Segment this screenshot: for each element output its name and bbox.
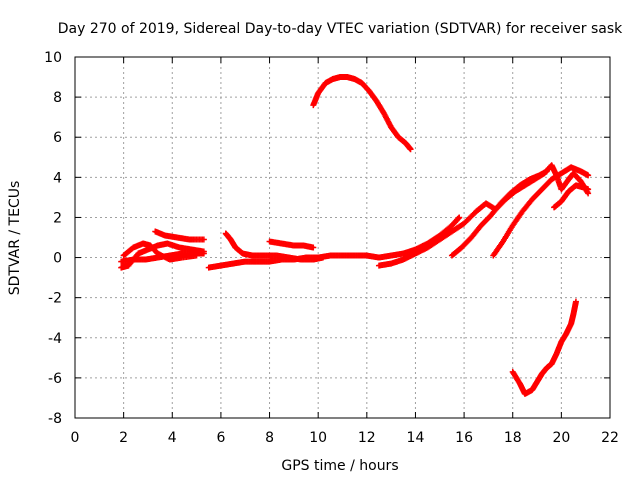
x-tick-label: 8 [265, 430, 274, 446]
grid-layer [75, 57, 610, 418]
series-arc-8 [310, 74, 414, 153]
data-point [585, 172, 592, 179]
y-tick-label: -8 [48, 411, 62, 427]
x-tick-label: 16 [455, 430, 473, 446]
x-axis-label: GPS time / hours [281, 458, 398, 474]
y-tick-label: -2 [48, 291, 62, 307]
data-point [310, 244, 317, 251]
data-point [407, 146, 414, 153]
data-point [200, 250, 207, 257]
data-point [543, 168, 550, 175]
y-tick-label: 2 [53, 210, 62, 226]
x-tick-label: 6 [216, 430, 225, 446]
x-tick-label: 12 [358, 430, 376, 446]
x-tick-label: 18 [504, 430, 522, 446]
data-point [585, 186, 592, 193]
data-point [456, 214, 463, 221]
data-layer [118, 74, 592, 397]
series-arc-13 [509, 298, 579, 397]
x-tick-label: 22 [601, 430, 619, 446]
y-tick-label: 6 [53, 130, 62, 146]
series-arc-6 [222, 230, 327, 263]
plot-frame [74, 56, 611, 419]
x-tick-label: 2 [119, 430, 128, 446]
x-tick-label: 0 [71, 430, 80, 446]
x-tick-label: 4 [168, 430, 177, 446]
data-point [193, 252, 200, 259]
series-arc-4 [152, 228, 207, 243]
y-axis-label: SDTVAR / TECUs [7, 181, 23, 296]
series-arc-3 [120, 240, 200, 263]
y-tick-label: -4 [48, 331, 62, 347]
data-point [320, 254, 327, 261]
ticks-layer: 0 2 4 6 8 10 12 14 16 18 20 22 -8 -6 -4 -2 0 2 4 6 8 10 [44, 50, 619, 446]
x-tick-label: 14 [407, 430, 425, 446]
y-tick-label: 10 [44, 50, 62, 66]
y-tick-label: -6 [48, 371, 62, 387]
series-arc-7 [266, 238, 317, 251]
series-arc-10 [448, 168, 550, 259]
y-tick-label: 0 [53, 251, 62, 267]
y-tick-label: 8 [53, 90, 62, 106]
data-point [200, 236, 207, 243]
series-arc-5 [205, 214, 463, 271]
x-tick-label: 20 [552, 430, 570, 446]
data-point [572, 298, 579, 305]
chart-title: Day 270 of 2019, Sidereal Day-to-day VTE… [58, 21, 623, 37]
series-arc-12 [551, 182, 592, 211]
x-tick-label: 10 [309, 430, 327, 446]
series-arc-11 [490, 164, 592, 259]
y-tick-label: 4 [53, 170, 62, 186]
